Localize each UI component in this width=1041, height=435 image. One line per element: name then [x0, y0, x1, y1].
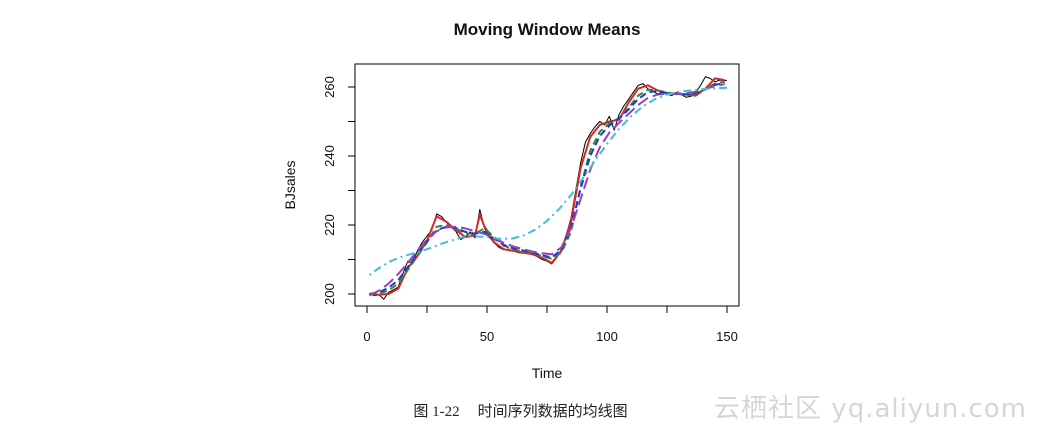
- series-line-6: [368, 86, 728, 276]
- series-line-5: [368, 83, 725, 297]
- series-line-2: [369, 77, 725, 296]
- y-axis-label: BJsales: [282, 160, 298, 209]
- x-tick-label: 0: [363, 329, 370, 344]
- x-axis-ticks: 0 50 100 150: [363, 306, 738, 344]
- figure-caption: 图 1-22 时间序列数据的均线图: [0, 400, 1041, 421]
- plot-frame: [354, 63, 740, 307]
- y-tick-label: 260: [322, 76, 337, 98]
- watermark: 云栖社区 yq.aliyun.com: [714, 394, 1027, 424]
- x-axis-label: Time: [532, 365, 563, 381]
- y-tick-label: 220: [322, 214, 337, 236]
- y-tick-label: 240: [322, 145, 337, 167]
- y-axis-ticks: 200 220 240 260: [322, 76, 355, 305]
- chart-title: Moving Window Means: [454, 20, 641, 39]
- figure-number: 图 1-22: [413, 404, 460, 420]
- x-tick-label: 150: [716, 329, 738, 344]
- series-group: [368, 76, 728, 300]
- series-line-4: [369, 81, 725, 295]
- series-line-3: [369, 80, 725, 296]
- series-line-1: [369, 76, 728, 300]
- x-tick-label: 50: [480, 329, 494, 344]
- y-tick-label: 200: [322, 283, 337, 305]
- x-tick-label: 100: [596, 329, 618, 344]
- figure-caption-text: 时间序列数据的均线图: [477, 404, 628, 420]
